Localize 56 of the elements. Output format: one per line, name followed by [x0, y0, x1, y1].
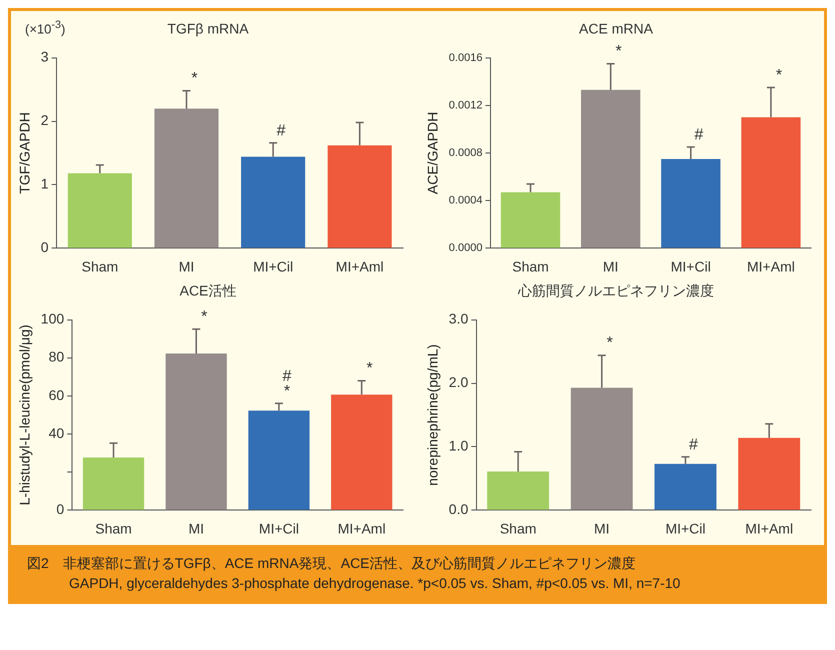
chart-title: 心筋間質ノルエピネフリン濃度 [517, 282, 714, 298]
x-tick-label: MI+Aml [336, 258, 384, 274]
y-tick-label: 0 [40, 239, 49, 256]
x-tick-label: MI+Cil [258, 520, 299, 536]
y-tick-label: 0.0004 [448, 194, 482, 207]
chart-title: TGFβ mRNA [167, 20, 250, 36]
y-tick-label: 100 [40, 310, 64, 327]
annotation: * [284, 382, 290, 400]
y-tick-label: 0 [56, 501, 64, 518]
caption: 図2 非梗塞部に置けるTGFβ、ACE mRNA発現、ACE活性、及び心筋間質ノルエピネフリン濃度 [27, 554, 637, 573]
annotation: * [366, 360, 373, 378]
x-tick-label: MI+Cil [670, 258, 711, 274]
annotation: * [201, 308, 208, 326]
y-axis-title: TGF/GAPDH [16, 112, 32, 194]
annotation: # [282, 368, 292, 385]
annotation: * [606, 334, 613, 352]
x-tick-label: Sham [512, 258, 549, 274]
x-tick-label: Sham [500, 520, 536, 536]
chart-title: ACE活性 [180, 282, 236, 298]
y-tick-label: 0.0000 [448, 242, 482, 254]
y-tick-label: 0.0012 [448, 99, 482, 112]
x-tick-label: MI [178, 258, 194, 274]
y-tick-label: 1.0 [448, 438, 468, 454]
chart-title: ACE mRNA [579, 20, 654, 36]
y-axis-title: norepinephrine(pg/mL) [424, 344, 440, 486]
y-axis-title: ACE/GAPDH [424, 112, 440, 194]
y-axis-title: L-histudyl-L-leucine(pmol/μg) [16, 324, 32, 506]
annotation: # [276, 122, 286, 140]
text: (×10$^{-3}$) [25, 19, 66, 36]
y-tick-label: 80 [48, 348, 64, 365]
y-tick-label: 40 [48, 424, 64, 441]
x-tick-label: Sham [95, 520, 132, 536]
y-tick-label: 0.0008 [448, 147, 482, 160]
annotation: # [694, 126, 704, 144]
y-tick-label: 2.0 [448, 374, 468, 390]
x-tick-label: MI+Cil [665, 520, 706, 536]
x-tick-label: MI [188, 520, 204, 536]
annotation: * [616, 43, 622, 60]
y-tick-label: 60 [48, 386, 64, 403]
x-tick-label: MI [594, 520, 610, 536]
y-tick-label: 0.0016 [448, 52, 482, 64]
y-tick-label: 3.0 [448, 310, 468, 327]
annotation: * [776, 66, 782, 84]
annotation: * [191, 70, 198, 88]
x-tick-label: MI+Aml [745, 520, 794, 536]
y-tick-label: 1 [40, 176, 49, 192]
annotation: # [689, 436, 698, 454]
y-tick-label: 0.0 [448, 501, 468, 518]
x-tick-label: Sham [82, 258, 118, 274]
x-tick-label: MI+Aml [338, 520, 386, 536]
text: GAPDH, glyceraldehydes 3-phosphate dehydrogenase. *p<0.05 vs. Sham, #p<0.05 vs. MI, n=7-10 [68, 574, 682, 593]
y-tick-label: 3 [40, 48, 49, 65]
x-tick-label: MI [602, 258, 618, 274]
y-tick-label: 2 [40, 112, 49, 128]
x-tick-label: MI+Aml [747, 258, 795, 274]
x-tick-label: MI+Cil [253, 258, 294, 274]
